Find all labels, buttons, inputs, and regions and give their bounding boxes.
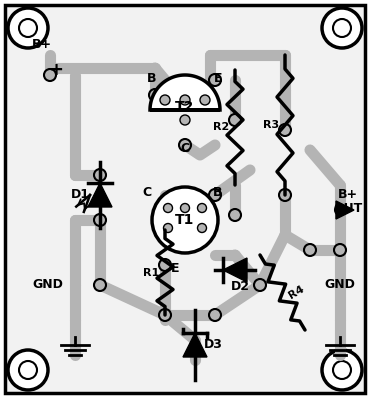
Text: E: E	[171, 261, 179, 275]
Circle shape	[94, 169, 106, 181]
Circle shape	[229, 209, 241, 221]
Circle shape	[149, 89, 161, 101]
Circle shape	[159, 309, 171, 321]
Circle shape	[209, 189, 221, 201]
Circle shape	[254, 279, 266, 291]
Polygon shape	[88, 183, 112, 207]
Circle shape	[180, 115, 190, 125]
Polygon shape	[336, 201, 354, 219]
Circle shape	[179, 139, 191, 151]
Text: R2: R2	[213, 123, 229, 133]
Circle shape	[152, 187, 218, 253]
Text: C: C	[142, 187, 152, 199]
Circle shape	[333, 361, 351, 379]
Circle shape	[181, 203, 189, 213]
Circle shape	[229, 114, 241, 126]
Text: B+: B+	[338, 189, 358, 201]
Circle shape	[200, 95, 210, 105]
Circle shape	[164, 224, 172, 232]
Circle shape	[322, 8, 362, 48]
Circle shape	[8, 350, 48, 390]
Circle shape	[19, 361, 37, 379]
Circle shape	[94, 279, 106, 291]
Text: B: B	[213, 187, 223, 199]
Circle shape	[8, 8, 48, 48]
Text: T2: T2	[175, 100, 195, 114]
Text: E: E	[214, 72, 222, 84]
Polygon shape	[183, 333, 207, 357]
Text: D2: D2	[231, 281, 249, 293]
Text: OUT: OUT	[333, 201, 363, 215]
Circle shape	[333, 19, 351, 37]
Text: R4: R4	[287, 284, 306, 301]
Circle shape	[322, 350, 362, 390]
Circle shape	[159, 204, 171, 216]
Circle shape	[279, 189, 291, 201]
Polygon shape	[223, 258, 247, 282]
Polygon shape	[150, 75, 220, 110]
Circle shape	[209, 309, 221, 321]
Text: +: +	[48, 61, 64, 79]
Circle shape	[94, 214, 106, 226]
Circle shape	[304, 244, 316, 256]
Text: D1: D1	[71, 189, 90, 201]
Text: R3: R3	[263, 120, 279, 130]
Circle shape	[19, 19, 37, 37]
Circle shape	[164, 203, 172, 213]
Circle shape	[44, 69, 56, 81]
Circle shape	[198, 224, 206, 232]
Text: GND: GND	[33, 279, 63, 291]
Circle shape	[279, 124, 291, 136]
Circle shape	[198, 203, 206, 213]
Text: GND: GND	[324, 279, 356, 291]
Text: C: C	[181, 142, 189, 154]
Circle shape	[160, 95, 170, 105]
Text: B+: B+	[32, 39, 52, 51]
Circle shape	[159, 259, 171, 271]
Circle shape	[209, 74, 221, 86]
Text: R1: R1	[143, 267, 159, 277]
Circle shape	[335, 205, 345, 215]
Text: D3: D3	[204, 339, 222, 351]
Circle shape	[334, 244, 346, 256]
Text: T1: T1	[175, 213, 195, 227]
Text: B: B	[147, 72, 157, 84]
Circle shape	[180, 95, 190, 105]
